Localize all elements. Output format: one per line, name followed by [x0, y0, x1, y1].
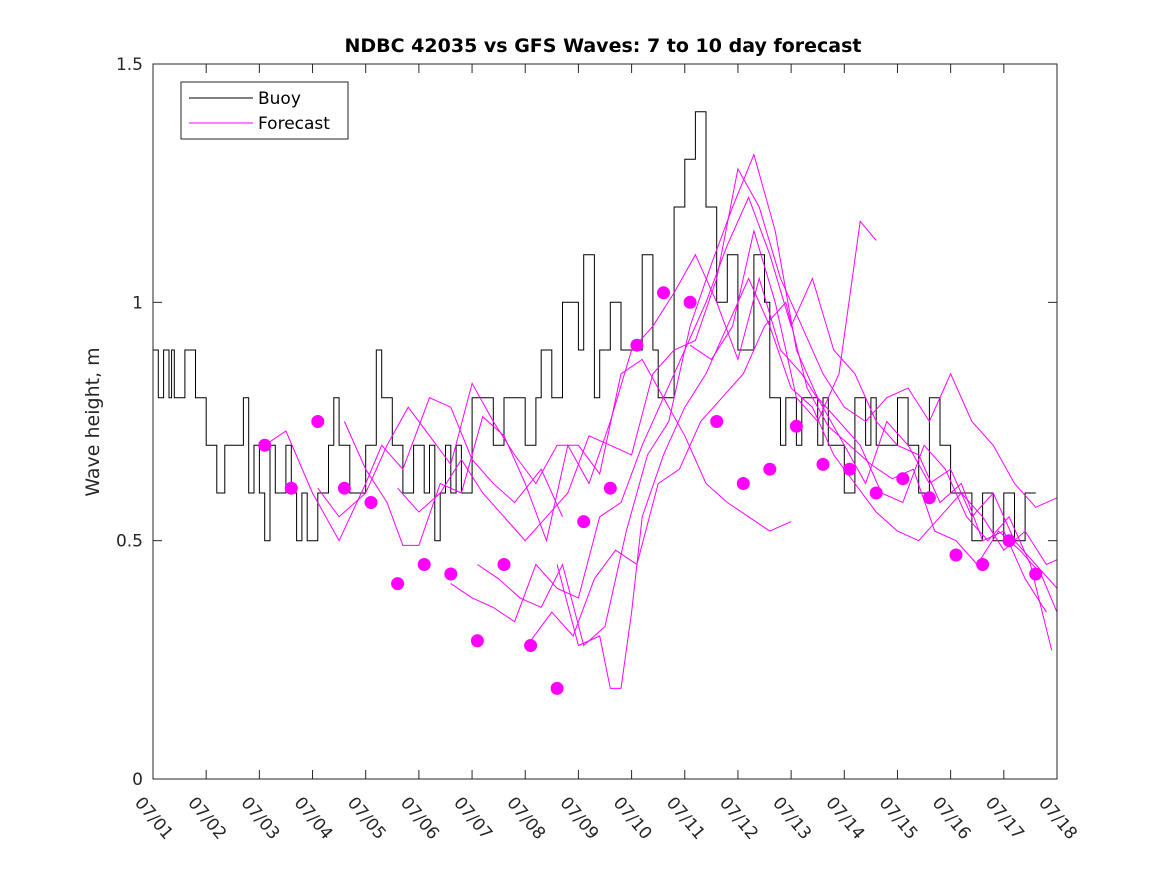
forecast-marker: [657, 286, 670, 300]
series-line-forecast: [556, 277, 1057, 689]
forecast-marker: [524, 639, 538, 652]
legend: Buoy Forecast: [180, 81, 349, 140]
series-line-buoy: [153, 111, 1036, 542]
legend-box: [180, 81, 349, 140]
forecast-marker: [577, 515, 591, 529]
series-line-forecast: [264, 397, 563, 542]
forecast-marker: [391, 577, 405, 591]
forecast-marker: [736, 477, 750, 490]
forecast-marker: [683, 295, 697, 309]
plot-area: [153, 111, 1057, 695]
series-line-forecast: [317, 358, 792, 532]
forecast-marker: [843, 462, 857, 476]
series-line-forecast: [530, 301, 1057, 642]
forecast-marker: [337, 481, 351, 495]
legend-label-forecast: Forecast: [258, 114, 330, 134]
series-line-forecast: [397, 167, 1057, 542]
forecast-marker: [710, 415, 724, 428]
forecast-marker: [816, 457, 830, 471]
forecast-marker: [869, 486, 883, 500]
y-tick-label: 1: [132, 293, 143, 313]
forecast-marker: [1002, 534, 1016, 548]
y-tick-label: 0.5: [116, 532, 143, 552]
y-axis-label: Wave height, m: [82, 347, 104, 496]
forecast-marker: [550, 681, 564, 695]
series-line-forecast: [343, 253, 1057, 589]
y-tick-label: 0: [132, 770, 143, 790]
forecast-marker: [470, 634, 484, 648]
forecast-marker: [630, 338, 644, 352]
forecast-marker: [603, 481, 617, 495]
forecast-marker: [311, 415, 325, 428]
axes-box: [152, 63, 1058, 780]
chart-title: NDBC 42035 vs GFS Waves: 7 to 10 day for…: [344, 35, 861, 57]
forecast-marker: [258, 438, 272, 452]
series-line-forecast: [450, 196, 1047, 623]
forecast-marker: [896, 472, 910, 486]
forecast-marker: [497, 558, 511, 571]
y-tick-label: 1.5: [116, 55, 143, 75]
forecast-marker: [976, 558, 990, 571]
forecast-marker: [763, 462, 777, 476]
forecast-marker: [417, 558, 431, 571]
forecast-marker: [949, 548, 963, 562]
forecast-marker: [922, 491, 936, 505]
forecast-marker: [789, 419, 803, 433]
forecast-marker: [1029, 567, 1043, 581]
series-line-forecast: [477, 153, 1053, 651]
forecast-marker: [444, 567, 458, 581]
forecast-marker: [284, 481, 298, 495]
forecast-marker: [364, 496, 378, 509]
series-line-forecast: [689, 220, 877, 423]
legend-label-buoy: Buoy: [258, 89, 301, 109]
